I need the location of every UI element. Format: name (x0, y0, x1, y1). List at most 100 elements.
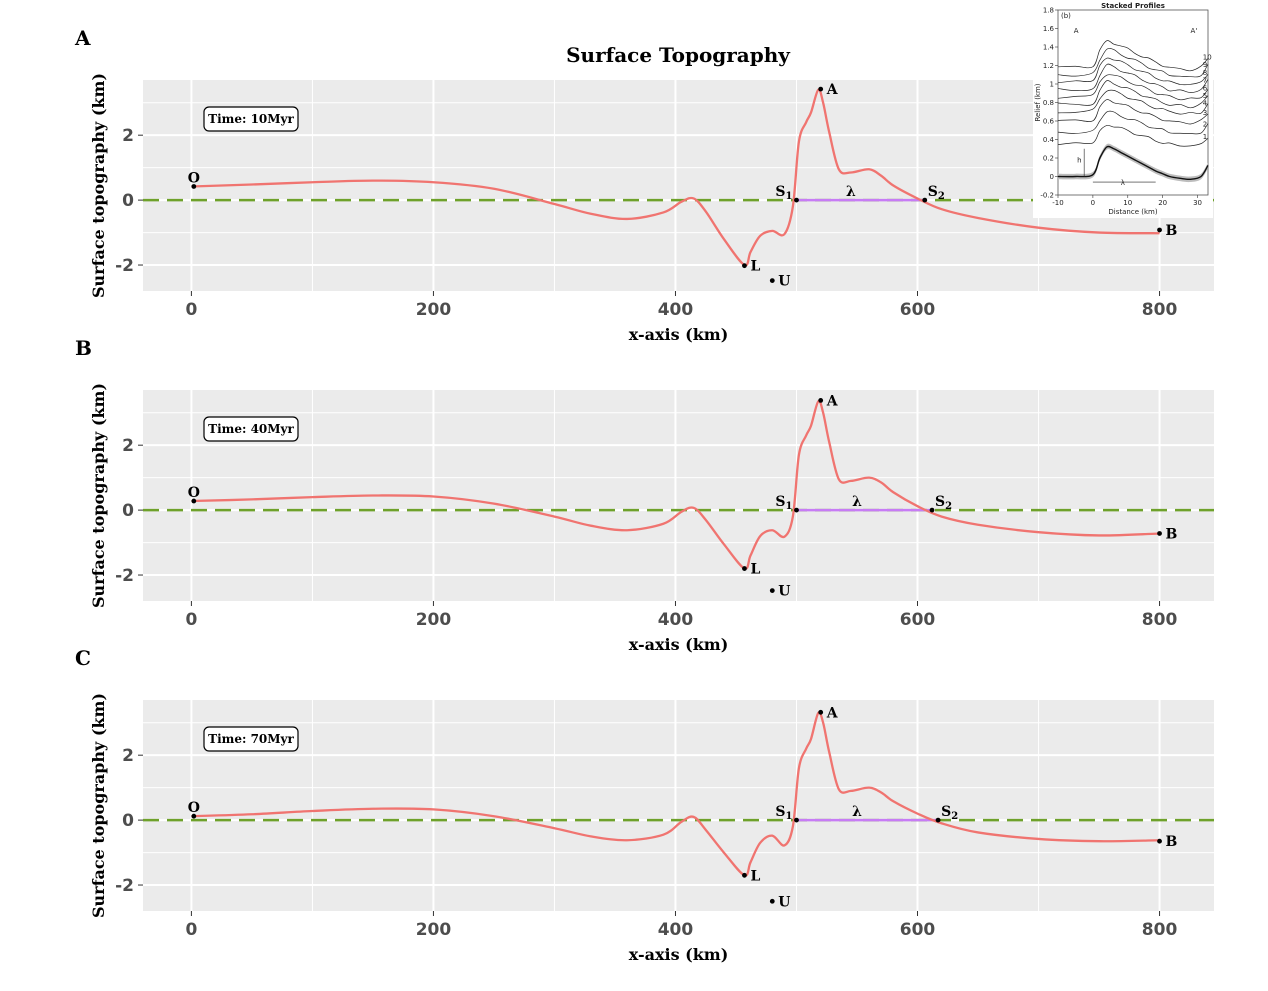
x-tick-label: 0 (185, 920, 197, 940)
point-label-o: O (188, 170, 200, 186)
marker-point (742, 263, 747, 269)
inset-x-title: Distance (km) (1108, 208, 1157, 216)
inset-y-tick-label: 0 (1050, 173, 1054, 181)
x-tick-label: 600 (900, 920, 936, 940)
x-axis-title: x-axis (km) (629, 325, 729, 344)
panel-b: 0 200 400 600 800 -2 0 2 x-axis (km) Surface topo… (75, 336, 1214, 654)
inset-profile-label: 9 (1203, 61, 1207, 69)
point-label-l: L (750, 259, 760, 275)
inset-profile-line (1057, 63, 1209, 93)
inset-profile-line (1057, 124, 1209, 147)
y-axis-title: Surface topography (km) (89, 73, 108, 298)
inset-profile-label: 7 (1203, 77, 1207, 85)
lambda-label: λ (846, 184, 856, 200)
topography-line (191, 399, 1160, 570)
inset-h-label: h (1077, 157, 1081, 165)
y-tick-label: -2 (115, 566, 134, 586)
x-tick-label: 200 (416, 300, 452, 320)
marker-point (769, 898, 775, 904)
time-box (203, 726, 299, 752)
inset-profile-label: 4 (1203, 100, 1208, 108)
marker-point (818, 397, 824, 403)
point-label-a: A (826, 393, 839, 409)
inset-y-tick-label: 1.4 (1043, 44, 1055, 52)
panel-letter: C (75, 646, 91, 670)
marker-point (929, 507, 935, 513)
inset-x-tick-label: -10 (1052, 199, 1063, 207)
y-axis-title: Surface topography (km) (89, 693, 108, 918)
panel-c: 0 200 400 600 800 -2 0 2 x-axis (km) Surface topo… (75, 646, 1214, 964)
point-label-o: O (188, 800, 200, 816)
point-label-o: O (188, 485, 200, 501)
x-tick-label: 0 (185, 610, 197, 630)
y-tick-label: 0 (122, 191, 134, 211)
inset-profile-label: 10 (1203, 54, 1212, 62)
inset-profile-label: 5 (1203, 92, 1207, 100)
lambda-label: λ (852, 804, 862, 820)
point-label-l: L (750, 562, 760, 578)
inset-profile-line (1057, 80, 1209, 109)
inset-y-tick-label: 1.6 (1043, 25, 1055, 33)
plot-background (143, 390, 1214, 601)
inset-y-tick-label: 1.2 (1043, 62, 1054, 70)
inset-chart: Stacked Profiles (b) -10 0 10 20 30 -0.2 0 0.2 0.4… (1033, 0, 1213, 218)
inset-profile-line (1057, 89, 1209, 115)
lambda-label: λ (852, 494, 862, 510)
point-label-u: U (778, 274, 790, 290)
panel-letter: A (74, 26, 91, 50)
inset-y-tick-label: -0.2 (1040, 192, 1054, 200)
marker-point (191, 813, 197, 819)
time-box (203, 416, 299, 442)
marker-point (769, 588, 775, 594)
marker-point (935, 817, 941, 823)
marker-point (742, 872, 747, 878)
inset-profile-label: 6 (1203, 84, 1208, 92)
inset-y-tick-label: 0.8 (1043, 99, 1054, 107)
inset-y-tick-label: 0.2 (1043, 155, 1054, 163)
inset-x-tick-label: 30 (1193, 199, 1202, 207)
y-tick-label: 2 (122, 436, 134, 456)
x-tick-label: 400 (658, 300, 694, 320)
x-tick-label: 400 (658, 920, 694, 940)
inset-title: Stacked Profiles (1101, 2, 1165, 10)
inset-profile-line (1057, 99, 1209, 125)
marker-point (191, 498, 197, 504)
time-label: Time: 40Myr (208, 422, 294, 436)
y-tick-label: 0 (122, 501, 134, 521)
marker-point (794, 197, 799, 203)
inset-right-marker: A' (1191, 27, 1198, 35)
inset-y-tick-label: 1.8 (1043, 7, 1054, 15)
inset-left-marker: A (1074, 27, 1079, 35)
inset-y-tick-label: 0.6 (1043, 118, 1055, 126)
inset-mean-band (1058, 143, 1208, 183)
point-label-b: B (1166, 526, 1178, 542)
x-tick-label: 600 (900, 300, 936, 320)
point-label-a: A (826, 82, 839, 98)
figure-title: Surface Topography (566, 43, 791, 67)
marker-point (794, 507, 799, 513)
time-box (203, 106, 299, 132)
point-label-b: B (1166, 223, 1178, 239)
y-tick-label: -2 (115, 256, 134, 276)
y-tick-label: -2 (115, 876, 134, 896)
marker-point (794, 817, 799, 823)
inset-background (1033, 0, 1213, 218)
x-axis-title: x-axis (km) (629, 635, 729, 654)
inset-y-title: Relief (km) (1034, 83, 1042, 121)
marker-point (191, 184, 197, 189)
x-tick-label: 600 (900, 610, 936, 630)
point-label-u: U (778, 894, 790, 910)
x-tick-label: 800 (1142, 610, 1178, 630)
marker-point (1157, 531, 1162, 536)
marker-point (1157, 227, 1162, 233)
inset-profile-line (1057, 47, 1209, 78)
time-label: Time: 10Myr (208, 112, 294, 126)
marker-point (769, 278, 775, 284)
inset-x-tick-label: 20 (1158, 199, 1167, 207)
topography-line (191, 711, 1160, 877)
point-label-u: U (778, 584, 790, 600)
marker-point (818, 86, 824, 92)
inset-profile-line (1057, 74, 1209, 101)
